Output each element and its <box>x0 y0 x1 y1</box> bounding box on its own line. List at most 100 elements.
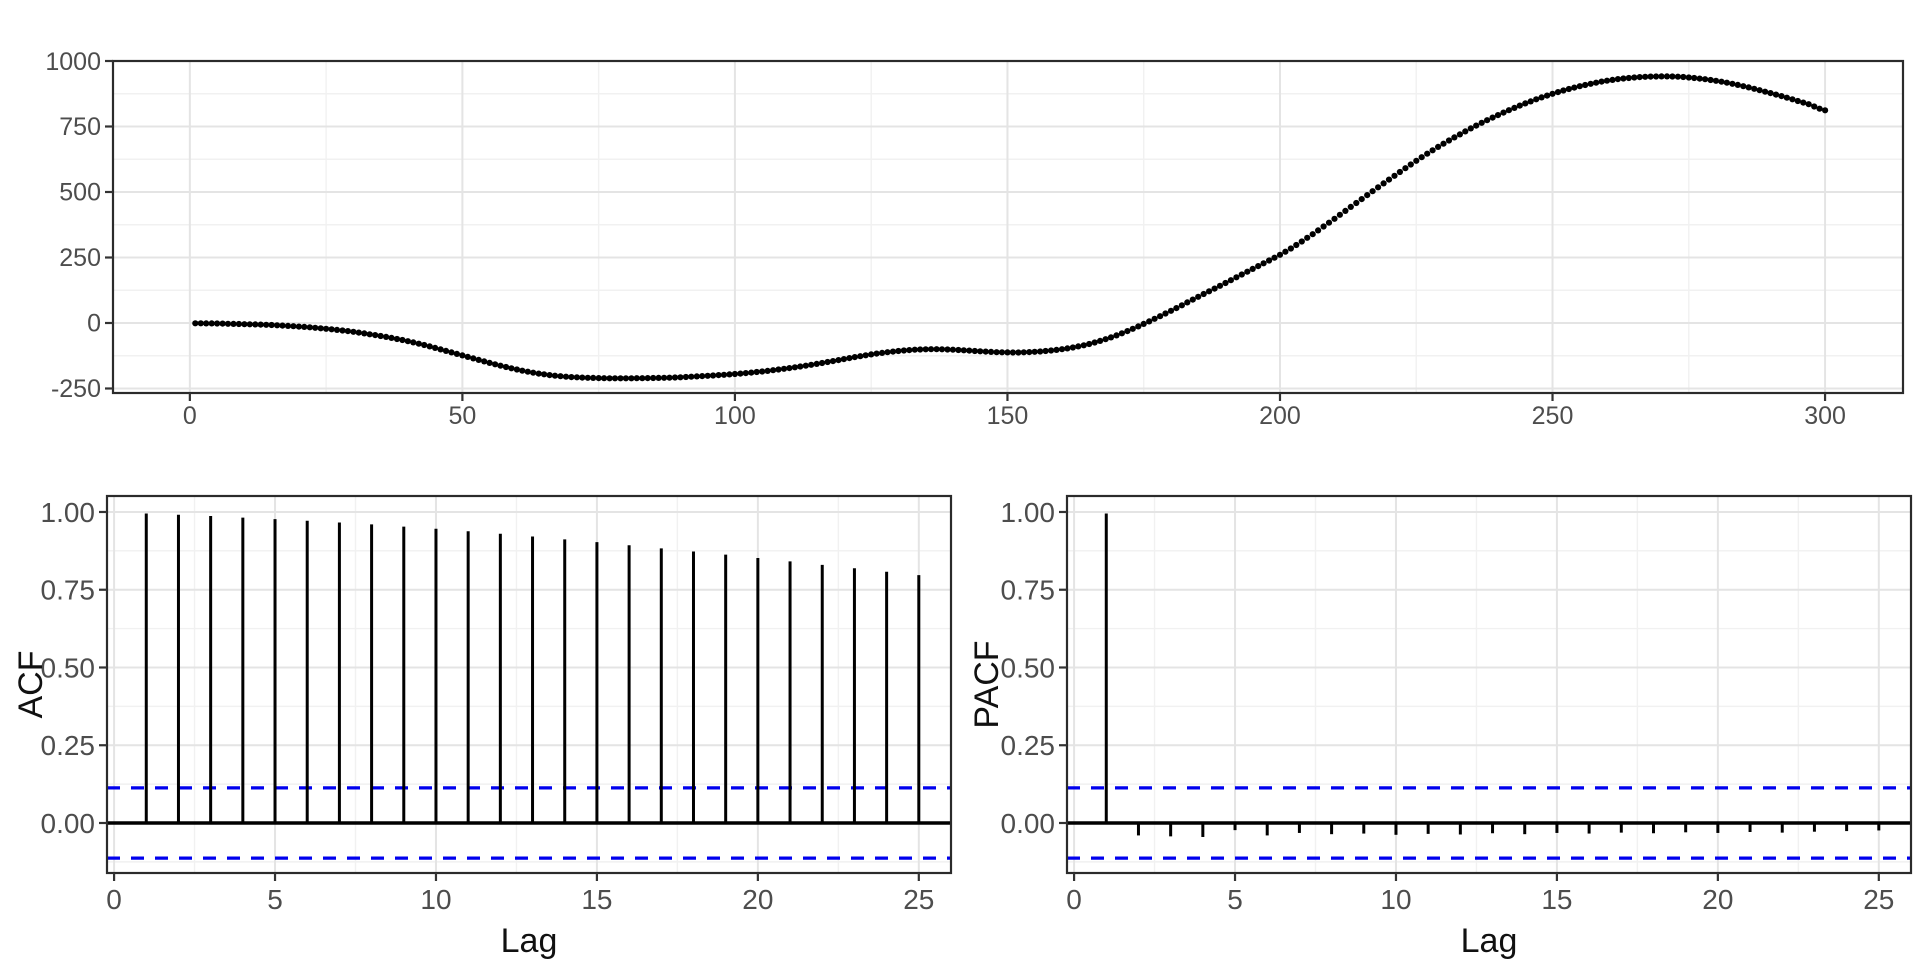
data-point <box>1767 90 1774 97</box>
data-point <box>1107 334 1115 341</box>
data-point <box>1146 318 1153 325</box>
data-point <box>1391 172 1398 179</box>
data-point <box>1091 339 1098 346</box>
data-point <box>203 320 210 327</box>
data-point <box>1418 154 1425 161</box>
x-tick-label: 0 <box>1066 884 1082 915</box>
data-point <box>1642 73 1649 80</box>
data-point <box>1320 223 1327 230</box>
data-point <box>955 346 962 354</box>
data-point <box>361 330 368 337</box>
data-point <box>502 363 510 371</box>
panel-border <box>1065 494 1913 875</box>
data-point <box>786 365 793 372</box>
data-point <box>1298 238 1305 245</box>
data-point <box>650 374 657 382</box>
x-axis-title: Lag <box>1461 922 1518 960</box>
data-point <box>1135 323 1142 330</box>
data-point <box>944 346 951 353</box>
data-point <box>1565 85 1572 93</box>
panel-background <box>1067 496 1911 873</box>
data-point <box>274 322 281 329</box>
data-point <box>873 350 880 357</box>
data-point <box>475 356 482 363</box>
data-point <box>1402 165 1409 172</box>
data-point <box>1249 265 1256 272</box>
data-point <box>290 323 297 330</box>
data-point <box>840 356 848 363</box>
data-point <box>693 373 700 380</box>
data-point <box>1800 99 1807 106</box>
data-point <box>628 375 635 382</box>
x-tick-label: 25 <box>903 884 934 915</box>
acf-plot: 0 5 10 15 20 25 0.00 0.25 0.50 0.75 1.00 Lag ACF <box>12 494 953 960</box>
data-point <box>895 347 902 355</box>
data-point <box>415 340 422 347</box>
y-axis-title: ACF <box>12 651 50 719</box>
pacf-chart: 0 5 10 15 20 25 0.00 0.25 0.50 0.75 1.00 Lag PACF <box>960 450 1920 960</box>
data-point <box>1822 107 1829 114</box>
data-point <box>1456 131 1463 138</box>
data-point <box>715 372 722 379</box>
data-point <box>1794 97 1801 105</box>
data-point <box>208 320 215 327</box>
y-tick-label: 1000 <box>45 48 101 76</box>
data-point <box>1211 285 1218 292</box>
data-point <box>889 348 897 355</box>
data-point <box>1282 248 1289 255</box>
data-point <box>464 353 471 360</box>
data-point <box>470 355 477 362</box>
data-point <box>579 374 586 381</box>
data-point <box>535 370 542 377</box>
data-point <box>1058 346 1066 353</box>
data-point <box>797 363 804 370</box>
data-point <box>720 371 728 378</box>
data-point <box>393 335 401 343</box>
panel-background <box>107 496 951 873</box>
data-point <box>459 352 466 359</box>
data-point <box>1364 192 1371 199</box>
data-point <box>1647 73 1654 80</box>
data-point <box>1026 349 1033 356</box>
data-point <box>486 359 493 366</box>
y-axis-title: PACF <box>968 640 1006 728</box>
data-point <box>1783 94 1790 101</box>
data-point <box>1048 347 1055 354</box>
time-series-svg: 0 50 100 150 200 250 300 -250 0 250 500 750 1000 <box>45 48 1905 430</box>
data-point <box>573 374 581 381</box>
data-point <box>655 374 662 381</box>
data-point <box>1445 137 1453 144</box>
x-tick-label: 20 <box>742 884 773 915</box>
data-point <box>617 375 624 382</box>
data-point <box>846 355 853 362</box>
data-point <box>835 357 842 364</box>
data-point <box>606 375 613 382</box>
data-point <box>224 320 232 327</box>
data-point <box>306 324 313 331</box>
data-point <box>1118 330 1125 337</box>
data-point <box>1614 76 1621 83</box>
data-point <box>1195 293 1202 300</box>
data-point <box>1544 92 1551 99</box>
data-point <box>530 369 537 376</box>
data-point <box>1157 313 1164 320</box>
data-point <box>704 372 711 379</box>
data-point <box>988 348 995 355</box>
data-point <box>1669 73 1676 80</box>
data-point <box>1037 348 1044 355</box>
data-point <box>1347 203 1354 210</box>
y-tick-label: 0.00 <box>1001 808 1056 839</box>
data-point <box>442 347 450 354</box>
data-point <box>1538 94 1545 101</box>
data-point <box>1462 128 1469 135</box>
y-tick-label: 0.25 <box>41 730 96 761</box>
acf-chart: 0 5 10 15 20 25 0.00 0.25 0.50 0.75 1.00 Lag ACF <box>0 450 960 960</box>
data-point <box>590 374 597 381</box>
y-tick-label: 1.00 <box>1001 497 1056 528</box>
data-point <box>388 334 395 341</box>
data-point <box>862 352 869 359</box>
x-tick-label: 250 <box>1532 402 1574 430</box>
data-point <box>1325 219 1333 226</box>
data-point <box>1413 157 1420 164</box>
data-point <box>1151 315 1158 322</box>
